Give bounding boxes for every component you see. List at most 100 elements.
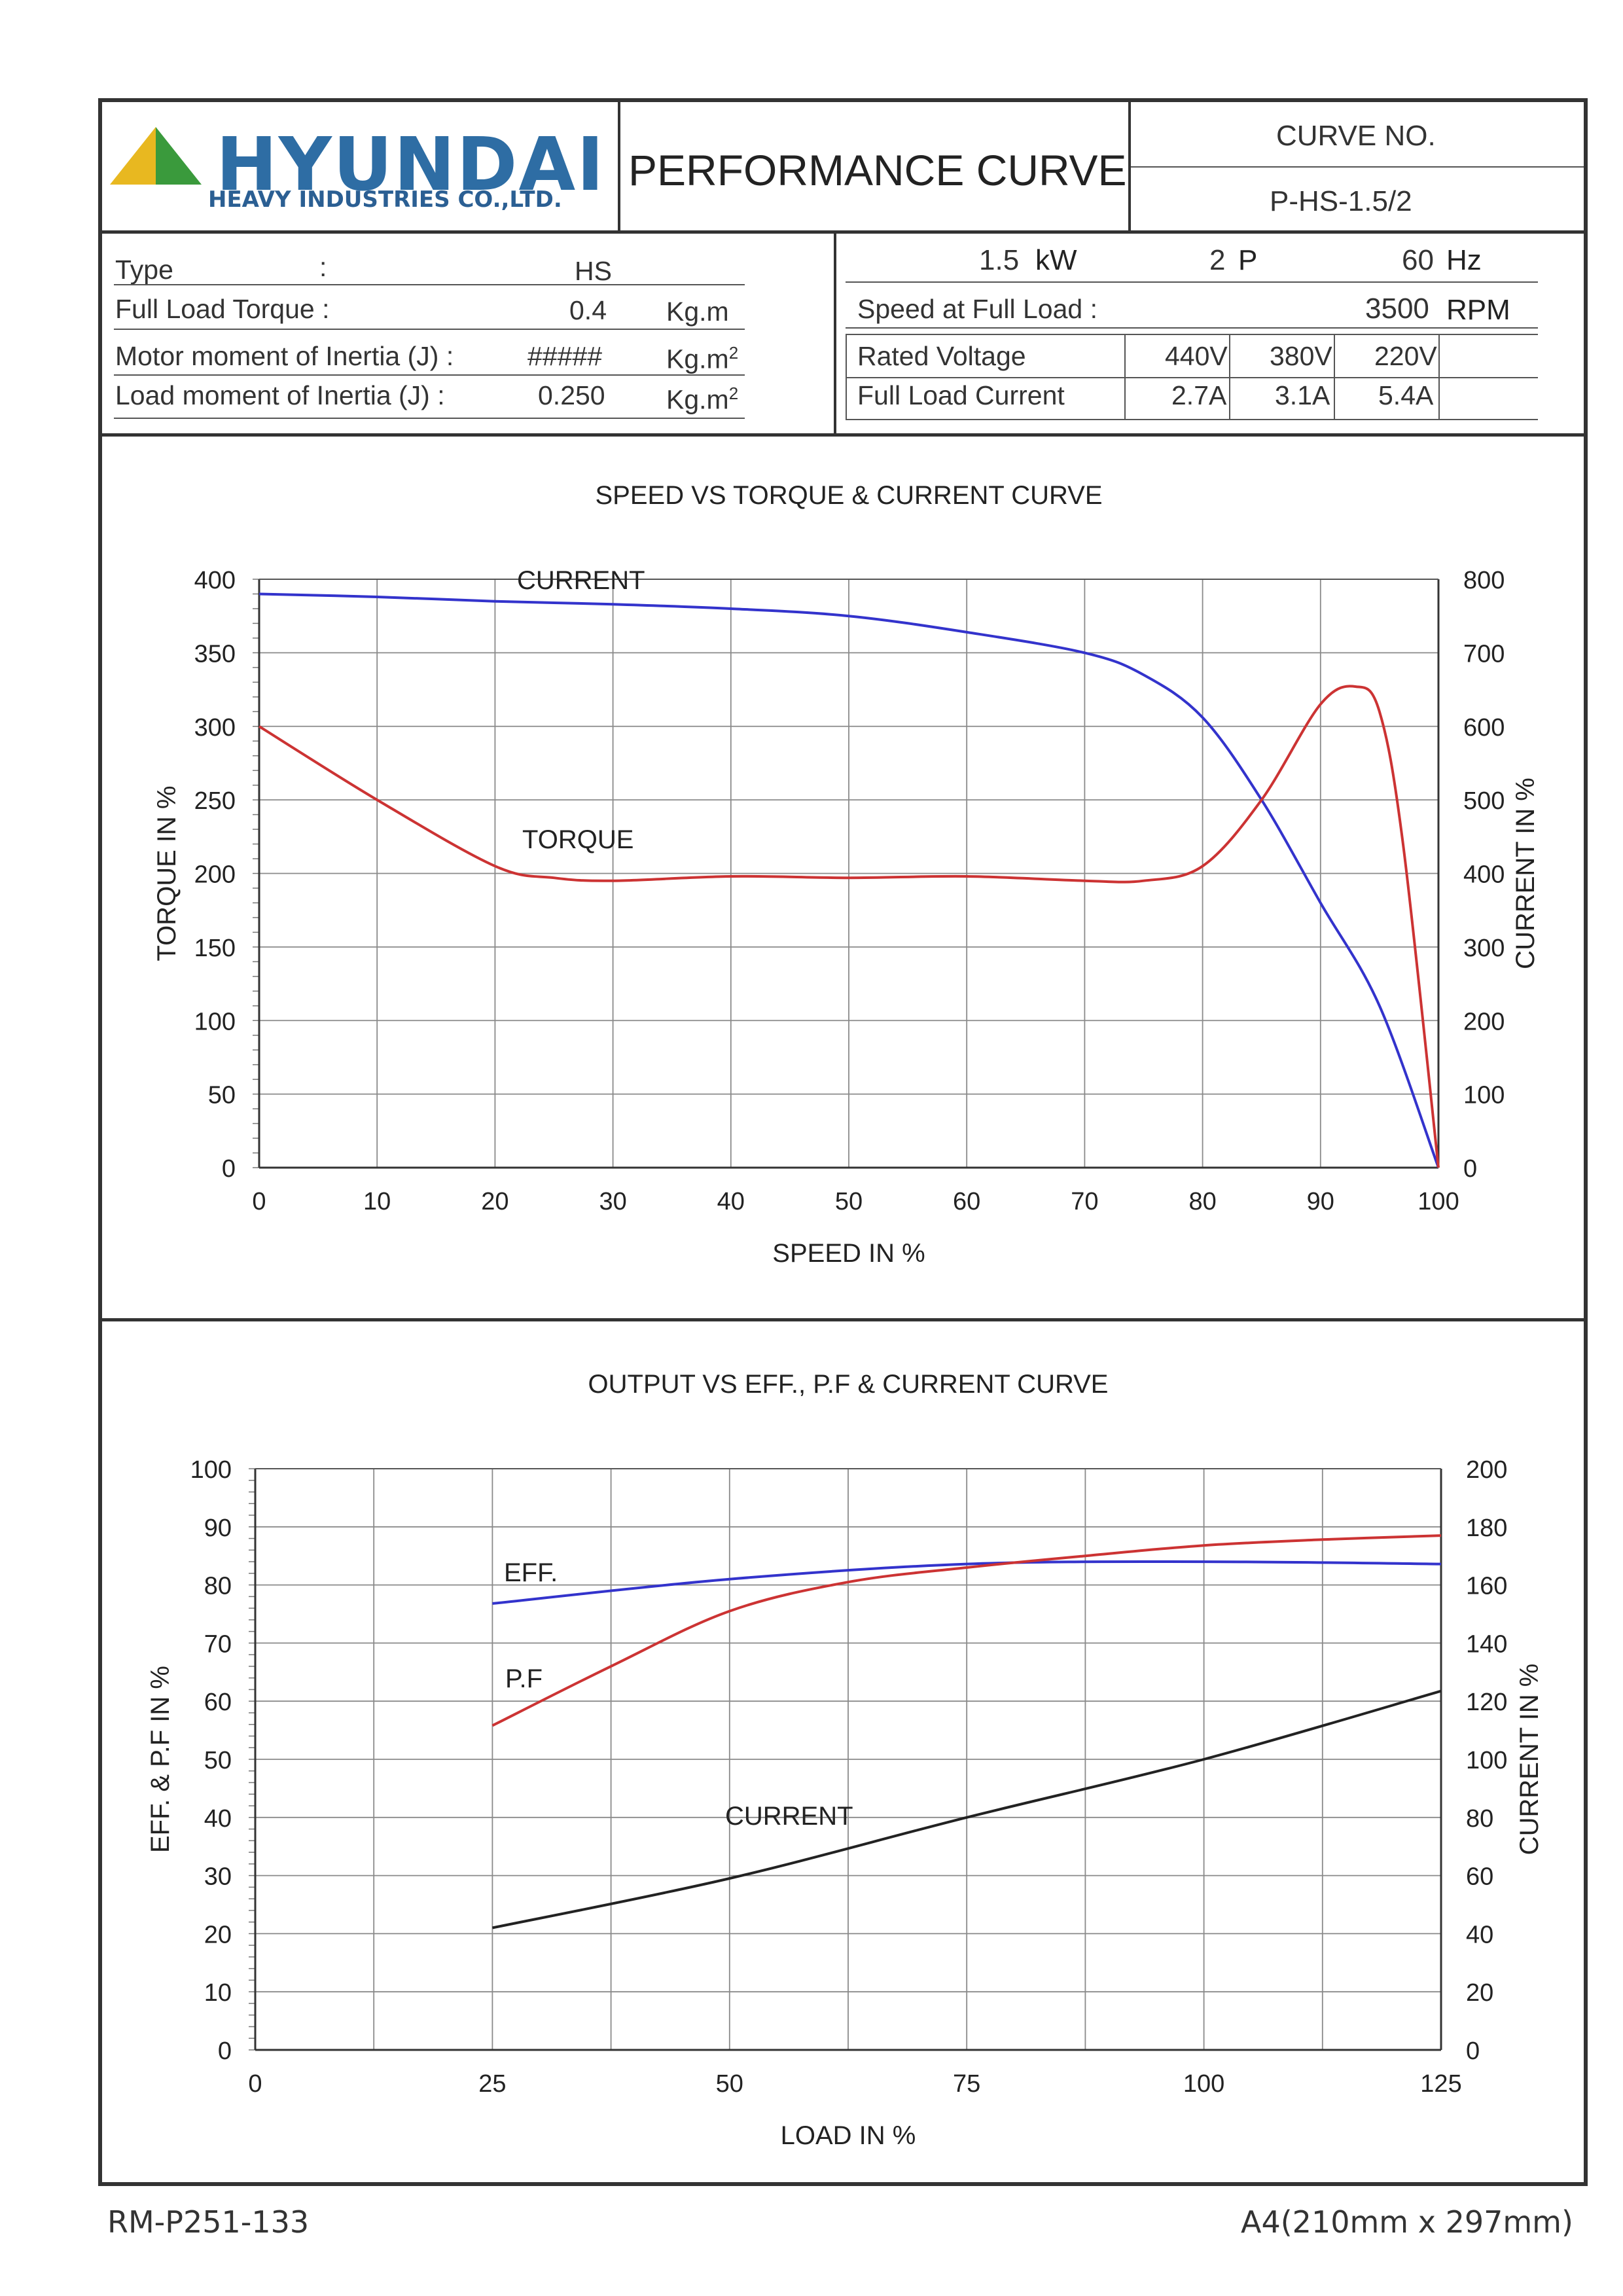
voltage-220: 220V	[1374, 341, 1437, 371]
motor-inertia-unit: Kg.m2	[666, 343, 739, 374]
x-tick-label: 50	[716, 2070, 743, 2098]
y-tick-label: 40	[204, 1805, 232, 1833]
y2-tick-label: 600	[1463, 714, 1505, 742]
motor-inertia-value: #####	[527, 341, 603, 371]
chart-title: OUTPUT VS EFF., P.F & CURRENT CURVE	[588, 1370, 1109, 1399]
y2-tick-label: 100	[1466, 1747, 1507, 1774]
series-label-eff: EFF.	[504, 1558, 558, 1587]
y2-tick-label: 20	[1466, 1979, 1493, 2007]
x-axis-label: SPEED IN %	[772, 1239, 925, 1268]
freq-unit: Hz	[1446, 244, 1482, 276]
y-tick-label: 250	[194, 787, 236, 815]
spec-bottom-rule	[98, 433, 1588, 437]
y-tick-label: 200	[194, 861, 236, 889]
x-tick-label: 25	[478, 2070, 506, 2098]
curve-no-divider	[1128, 98, 1131, 232]
x-tick-label: 50	[835, 1188, 863, 1215]
y2-tick-label: 60	[1466, 1863, 1493, 1891]
spec-rule	[114, 329, 745, 330]
load-inertia-unit: Kg.m2	[666, 384, 739, 415]
y2-tick-label: 500	[1463, 787, 1505, 815]
paper-size: A4(210mm x 297mm)	[1241, 2204, 1573, 2240]
x-tick-label: 30	[599, 1188, 626, 1215]
load-inertia-value: 0.250	[538, 380, 605, 410]
y-tick-label: 0	[222, 1155, 236, 1183]
chart-divider	[98, 1318, 1588, 1321]
y-tick-label: 60	[204, 1689, 232, 1716]
y-tick-label: 150	[194, 935, 236, 962]
x-tick-label: 70	[1071, 1188, 1098, 1215]
curve-no-rule	[1131, 166, 1584, 168]
torque-label: Full Load Torque :	[115, 294, 330, 324]
current-380: 3.1A	[1275, 380, 1330, 410]
series-label-current: CURRENT	[725, 1802, 853, 1831]
logo-divider	[618, 98, 620, 232]
y-axis-label: EFF. & P.F IN %	[146, 1666, 175, 1853]
y-tick-label: 100	[190, 1456, 232, 1484]
load-inertia-label: Load moment of Inertia (J) :	[115, 380, 445, 410]
series-line-p-f	[491, 1534, 1442, 1727]
spec-rule	[846, 327, 1538, 329]
x-tick-label: 125	[1420, 2070, 1461, 2098]
y-tick-label: 30	[204, 1863, 232, 1891]
torque-value: 0.4	[569, 295, 607, 325]
y-tick-label: 80	[204, 1573, 232, 1600]
x-tick-label: 75	[953, 2070, 980, 2098]
y-tick-label: 70	[204, 1630, 232, 1658]
y-axis-label: TORQUE IN %	[152, 785, 181, 961]
y2-tick-label: 200	[1463, 1008, 1505, 1035]
current-220: 5.4A	[1378, 380, 1434, 410]
y2-tick-label: 200	[1466, 1456, 1507, 1484]
spec-rule	[114, 284, 745, 285]
curve-no-label: CURVE NO.	[1276, 120, 1436, 152]
x-tick-label: 0	[248, 2070, 262, 2098]
logo-triangle-icon	[110, 127, 202, 185]
doc-number: RM-P251-133	[107, 2204, 310, 2240]
y-tick-label: 50	[204, 1747, 232, 1774]
x-tick-label: 60	[953, 1188, 980, 1215]
x-tick-label: 40	[717, 1188, 745, 1215]
y2-tick-label: 800	[1463, 567, 1505, 594]
y2-tick-label: 140	[1466, 1630, 1507, 1658]
spec-rule	[114, 418, 745, 419]
y2-tick-label: 120	[1466, 1689, 1507, 1716]
y-tick-label: 100	[194, 1008, 236, 1035]
type-label: Type	[115, 255, 173, 285]
y2-axis-label: CURRENT IN %	[1515, 1664, 1544, 1856]
spec-rule	[846, 419, 1538, 420]
rated-voltage-label: Rated Voltage	[857, 341, 1026, 371]
y-tick-label: 0	[218, 2037, 232, 2065]
x-axis-label: LOAD IN %	[781, 2121, 916, 2150]
x-tick-label: 80	[1188, 1188, 1216, 1215]
x-tick-label: 100	[1418, 1188, 1459, 1215]
spec-rule	[114, 374, 745, 376]
poles-unit: P	[1238, 244, 1258, 276]
x-tick-label: 100	[1183, 2070, 1224, 2098]
y2-tick-label: 400	[1463, 861, 1505, 889]
current-440: 2.7A	[1171, 380, 1227, 410]
y2-tick-label: 300	[1463, 935, 1505, 962]
y2-axis-label: CURRENT IN %	[1511, 778, 1540, 969]
power-value: 1.5	[979, 244, 1020, 276]
voltage-380: 380V	[1270, 341, 1332, 371]
spec-rule	[846, 281, 1538, 283]
x-tick-label: 0	[252, 1188, 266, 1215]
x-tick-label: 20	[481, 1188, 508, 1215]
y-tick-label: 50	[208, 1082, 236, 1109]
type-colon: :	[319, 252, 327, 282]
chart-title: SPEED VS TORQUE & CURRENT CURVE	[596, 481, 1103, 510]
torque-unit: Kg.m	[666, 296, 729, 327]
freq-value: 60	[1402, 244, 1434, 276]
voltage-440: 440V	[1165, 341, 1228, 371]
y-tick-label: 20	[204, 1921, 232, 1948]
speed-unit: RPM	[1446, 294, 1510, 326]
series-label-p-f: P.F	[505, 1664, 543, 1693]
series-line-eff	[492, 1560, 1442, 1605]
speed-label: Speed at Full Load :	[857, 294, 1097, 324]
y-tick-label: 300	[194, 714, 236, 742]
y-tick-label: 10	[204, 1979, 232, 2007]
spec-rule	[846, 334, 1538, 335]
poles-value: 2	[1209, 244, 1226, 276]
